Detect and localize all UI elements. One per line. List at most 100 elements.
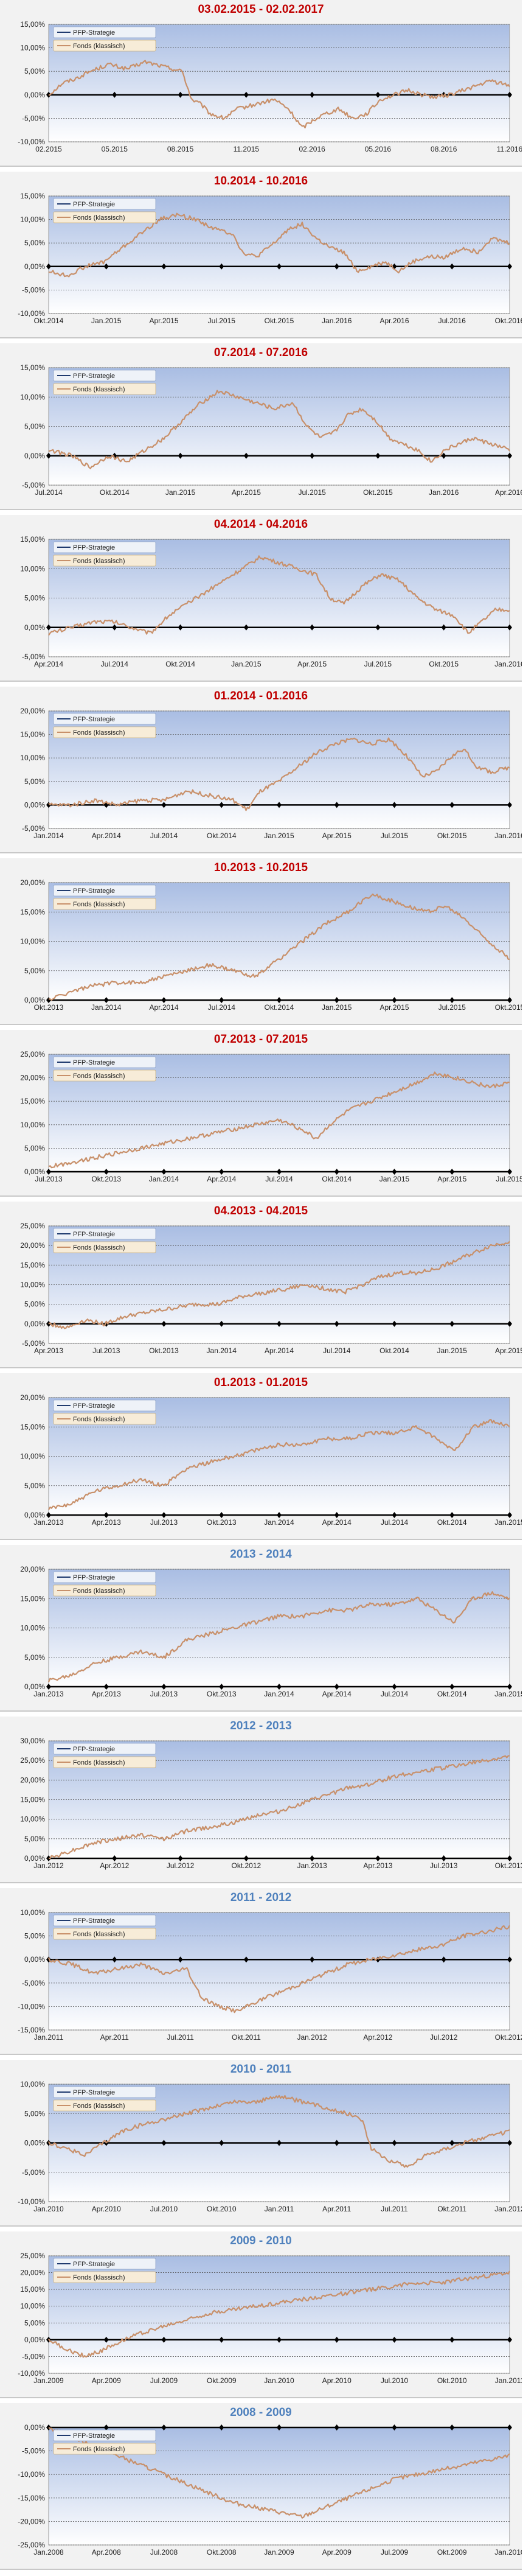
chart-panel: 2010 - 2011 -10,00% -5,00% 0,00% 5,00% 10,00%… xyxy=(0,2060,522,2227)
zero-marker xyxy=(507,997,512,1003)
legend: PFP-Strategie Fonds (klassisch) xyxy=(53,198,156,223)
zero-marker xyxy=(507,263,512,270)
zero-marker xyxy=(507,2140,512,2146)
zero-marker xyxy=(161,2424,167,2431)
y-tick-label: 5,00% xyxy=(24,1835,45,1843)
x-tick-label: Jan.2015 xyxy=(494,1518,522,1527)
x-tick-label: Apr.2015 xyxy=(297,660,327,668)
legend-label-pfp: PFP-Strategie xyxy=(73,716,115,723)
legend-box xyxy=(53,2086,156,2098)
zero-marker xyxy=(334,2336,339,2343)
x-tick-label: Jul.2013 xyxy=(150,1518,178,1527)
chart-panel: 2013 - 2014 0,00% 5,00% 10,00% 15,00% 20,00% J… xyxy=(0,1545,522,1712)
line-chart: -10,00% -5,00% 0,00% 5,00% 10,00% 15,00% Okt.2… xyxy=(18,192,522,325)
fund-series-line xyxy=(48,390,510,469)
legend-box xyxy=(53,2443,156,2455)
legend-label-fund: Fonds (klassisch) xyxy=(73,386,125,393)
line-chart: 0,00% 5,00% 10,00% 15,00% 20,00% Jan.2013 Apr.… xyxy=(20,1393,522,1527)
y-tick-label: 20,00% xyxy=(20,1565,45,1573)
y-tick-label: 0,00% xyxy=(24,1320,45,1328)
legend-box xyxy=(53,1743,156,1755)
y-tick-label: 10,00% xyxy=(20,215,45,224)
zero-marker xyxy=(449,1512,455,1518)
y-tick-label: 15,00% xyxy=(20,1796,45,1804)
x-tick-label: Okt.2016 xyxy=(495,317,522,325)
x-tick-label: Jul.2009 xyxy=(150,2376,178,2385)
fund-series-line xyxy=(48,1071,510,1169)
x-tick-label: Jul.2014 xyxy=(265,1175,293,1183)
x-tick-label: Apr.2015 xyxy=(437,1175,466,1183)
y-tick-label: -5,00% xyxy=(22,114,45,122)
legend-label-pfp: PFP-Strategie xyxy=(73,887,115,895)
x-tick-label: Okt.2010 xyxy=(207,2205,237,2213)
y-tick-label: 10,00% xyxy=(20,754,45,762)
zero-marker xyxy=(392,997,397,1003)
legend-label-fund: Fonds (klassisch) xyxy=(73,2274,125,2281)
x-tick-label: 11.2015 xyxy=(234,145,260,153)
x-tick-label: Jan.2011 xyxy=(34,2033,64,2042)
zero-marker xyxy=(277,1512,282,1518)
y-tick-label: 10,00% xyxy=(20,393,45,401)
line-chart: 0,00% 5,00% 10,00% 15,00% 20,00% Jan.2013 Apr.… xyxy=(20,1565,522,1698)
y-tick-label: -10,00% xyxy=(18,309,45,318)
legend-label-fund: Fonds (klassisch) xyxy=(73,2102,125,2110)
legend-label-fund: Fonds (klassisch) xyxy=(73,1759,125,1766)
zero-marker xyxy=(219,1320,224,1327)
x-tick-label: Jan.2010 xyxy=(264,2376,294,2385)
x-tick-label: Apr.2013 xyxy=(92,1518,121,1527)
chart-panel: 2011 - 2012 -15,00% -10,00% -5,00% 0,00% 5,00… xyxy=(0,1888,522,2055)
x-tick-label: Apr.2014 xyxy=(322,1690,352,1698)
y-tick-label: -5,00% xyxy=(22,653,45,661)
x-tick-label: Jul.2011 xyxy=(381,2205,408,2213)
legend-box xyxy=(53,198,156,210)
y-tick-label: 5,00% xyxy=(24,1144,45,1152)
y-tick-label: 5,00% xyxy=(24,1300,45,1309)
x-tick-label: Apr.2008 xyxy=(92,2548,121,2557)
legend-box xyxy=(53,2258,156,2270)
x-tick-label: Okt.2015 xyxy=(363,488,393,497)
legend-label-fund: Fonds (klassisch) xyxy=(73,1073,125,1080)
zero-marker xyxy=(334,263,339,270)
x-tick-label: Jan.2015 xyxy=(91,317,122,325)
y-tick-label: 10,00% xyxy=(20,1452,45,1461)
x-tick-label: Jan.2013 xyxy=(297,1861,327,1870)
legend: PFP-Strategie Fonds (klassisch) xyxy=(53,1399,156,1425)
y-tick-label: 0,00% xyxy=(24,262,45,271)
zero-marker xyxy=(161,997,167,1003)
zero-marker xyxy=(219,1169,224,1175)
y-tick-label: 10,00% xyxy=(20,1815,45,1824)
legend-label-pfp: PFP-Strategie xyxy=(73,29,115,37)
y-tick-label: 5,00% xyxy=(24,1653,45,1662)
zero-marker xyxy=(392,1169,397,1175)
legend: PFP-Strategie Fonds (klassisch) xyxy=(53,713,156,738)
y-tick-label: 10,00% xyxy=(20,44,45,52)
zero-marker xyxy=(178,1855,183,1861)
x-tick-label: Jul.2014 xyxy=(35,488,63,497)
legend-label-fund: Fonds (klassisch) xyxy=(73,2446,125,2453)
x-tick-label: Okt.2014 xyxy=(437,1518,467,1527)
chart-panel: 04.2014 - 04.2016 -5,00% 0,00% 5,00% 10,00% 1… xyxy=(0,515,522,682)
legend-label-pfp: PFP-Strategie xyxy=(73,2089,115,2096)
zero-marker xyxy=(334,1320,339,1327)
x-tick-label: Jan.2012 xyxy=(33,1861,64,1870)
y-tick-label: 15,00% xyxy=(20,535,45,544)
y-tick-label: 10,00% xyxy=(20,1908,45,1917)
y-tick-label: -5,00% xyxy=(22,2447,45,2455)
x-tick-label: Okt.2013 xyxy=(34,1003,64,1012)
x-tick-label: Jan.2013 xyxy=(33,1690,64,1698)
y-tick-label: 20,00% xyxy=(20,1776,45,1784)
x-tick-label: Jan.2011 xyxy=(265,2205,294,2213)
zero-marker xyxy=(507,452,512,459)
legend-box xyxy=(53,1584,156,1597)
x-tick-label: Apr.2009 xyxy=(322,2548,352,2557)
x-tick-label: Apr.2014 xyxy=(322,1518,352,1527)
chart-title: 2013 - 2014 xyxy=(230,1548,292,1561)
x-tick-label: Apr.2015 xyxy=(495,1346,522,1355)
x-tick-label: Jan.2016 xyxy=(429,488,459,497)
chart-title: 2010 - 2011 xyxy=(230,2063,292,2076)
line-chart: 0,00% 5,00% 10,00% 15,00% 20,00% 25,00% Jul.20… xyxy=(20,1050,522,1183)
x-tick-label: Okt.2009 xyxy=(207,2376,237,2385)
legend: PFP-Strategie Fonds (klassisch) xyxy=(53,1571,156,1597)
x-tick-label: Okt.2009 xyxy=(437,2548,467,2557)
chart-title: 2012 - 2013 xyxy=(230,1720,292,1732)
